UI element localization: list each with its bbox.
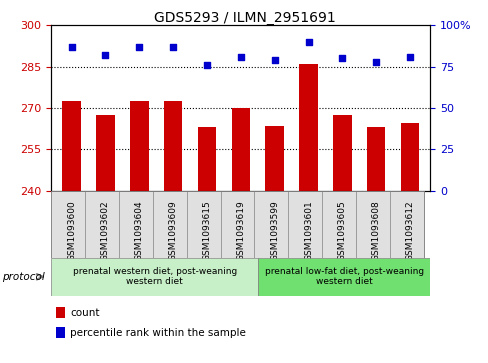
Text: GSM1093604: GSM1093604 — [135, 201, 143, 261]
Point — [102, 52, 109, 58]
Point — [169, 44, 177, 50]
Text: GSM1093601: GSM1093601 — [304, 201, 312, 261]
Point — [405, 54, 413, 60]
Point — [68, 44, 76, 50]
Text: prenatal low-fat diet, post-weaning
western diet: prenatal low-fat diet, post-weaning west… — [264, 267, 423, 286]
Bar — [258, 258, 429, 296]
Point — [135, 44, 143, 50]
Bar — [400, 123, 419, 191]
Bar — [56, 307, 65, 318]
Text: count: count — [70, 307, 99, 318]
Bar — [299, 64, 317, 191]
Text: GSM1093600: GSM1093600 — [67, 201, 76, 261]
Text: GDS5293 / ILMN_2951691: GDS5293 / ILMN_2951691 — [153, 11, 335, 25]
Bar — [366, 127, 385, 191]
Point — [203, 62, 210, 68]
Point — [338, 56, 346, 61]
Bar — [265, 126, 284, 191]
Bar — [56, 327, 65, 338]
Bar — [231, 108, 250, 191]
Bar — [51, 258, 258, 296]
Text: GSM1093609: GSM1093609 — [168, 201, 177, 261]
Text: GSM1093615: GSM1093615 — [202, 201, 211, 261]
Text: GSM1093602: GSM1093602 — [101, 201, 110, 261]
Text: GSM1093599: GSM1093599 — [269, 201, 279, 261]
Text: prenatal western diet, post-weaning
western diet: prenatal western diet, post-weaning west… — [72, 267, 236, 286]
Point — [371, 59, 379, 65]
Bar — [96, 115, 115, 191]
Bar — [62, 101, 81, 191]
Text: GSM1093605: GSM1093605 — [337, 201, 346, 261]
Bar — [130, 101, 148, 191]
Point — [270, 57, 278, 63]
Text: GSM1093619: GSM1093619 — [236, 201, 245, 261]
Text: GSM1093608: GSM1093608 — [371, 201, 380, 261]
Text: percentile rank within the sample: percentile rank within the sample — [70, 327, 245, 338]
Text: GSM1093612: GSM1093612 — [405, 201, 414, 261]
Point — [304, 39, 312, 45]
Point — [236, 54, 244, 60]
Text: protocol: protocol — [2, 272, 45, 282]
Bar — [163, 101, 182, 191]
Bar — [197, 127, 216, 191]
Bar — [332, 115, 351, 191]
